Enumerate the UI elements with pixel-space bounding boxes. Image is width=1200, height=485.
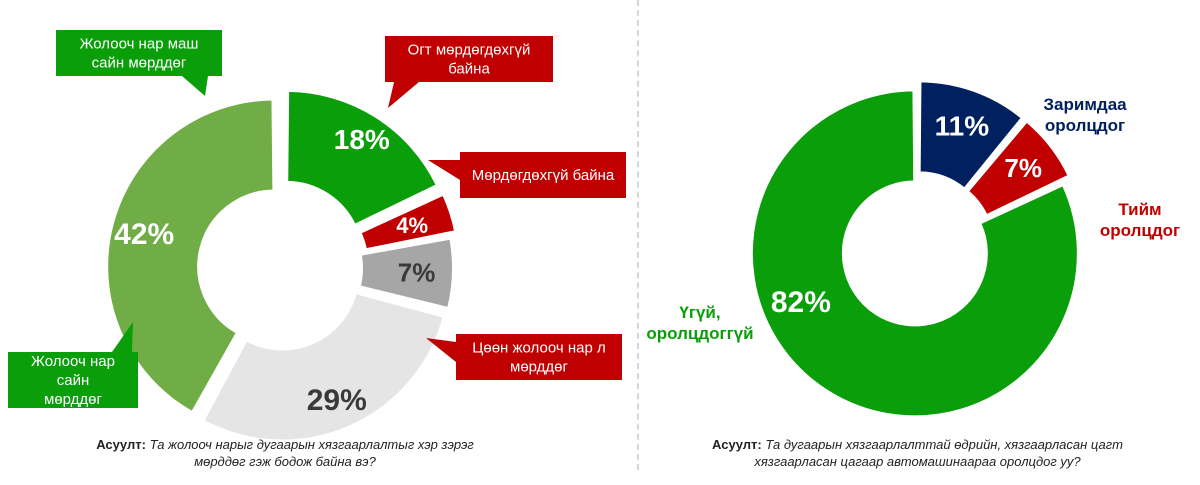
left-category-label-1: Жолооч нар маш сайн мөрддөг xyxy=(80,36,199,72)
right-category-label-3: Үгүй, оролцдоггүй xyxy=(646,303,753,343)
left-callout-pointer-4 xyxy=(426,338,456,362)
right-slice-3: 82% xyxy=(750,89,1079,418)
right-question: Асуулт: Та дугаарын хязгаарлалттай өдрий… xyxy=(712,437,1123,469)
right-value-label-2: 7% xyxy=(1004,153,1042,183)
left-callout-box-3 xyxy=(460,152,626,198)
right-category-label-1: Заримдаа оролцдог xyxy=(1043,95,1127,135)
right-category-label-2: Тийм оролцдог xyxy=(1100,200,1180,240)
left-category-label-3: Мөрдөгдөхгүй байна xyxy=(472,167,615,184)
right-question-text: Та дугаарын хязгаарлалттай өдрийн, хязга… xyxy=(754,437,1123,469)
left-question: Асуулт: Та жолооч нарыг дугаарын хязгаар… xyxy=(96,437,474,469)
left-callout-5: Жолооч нар сайн мөрддөг xyxy=(8,322,138,408)
right-question-label: Асуулт xyxy=(712,437,758,452)
right-slice-3-arc xyxy=(750,89,1079,418)
left-slice-1: 18% xyxy=(286,89,439,227)
left-slice-1-arc xyxy=(286,89,439,227)
left-value-label-2: 4% xyxy=(396,213,428,238)
left-callout-box-4 xyxy=(456,334,622,380)
right-slice-1-arc xyxy=(918,80,1024,190)
left-slice-4-arc xyxy=(202,291,445,442)
left-callout-pointer-1 xyxy=(182,76,208,96)
left-category-label-5: Жолооч нар сайн мөрддөг xyxy=(31,353,115,408)
left-callout-box-1 xyxy=(56,30,222,76)
left-callout-3: Мөрдөгдөхгүй байна xyxy=(428,152,626,198)
left-category-label-4: Цөөн жолооч нар л мөрддөг xyxy=(472,340,605,376)
right-value-label-1: 11% xyxy=(935,110,990,141)
left-slice-5: 42% xyxy=(106,98,275,414)
left-slice-3: 7% xyxy=(358,237,454,310)
panel-divider xyxy=(637,0,639,470)
left-category-label-2: Огт мөрдөгдөхгүй байна xyxy=(408,42,531,78)
left-slice-2: 4% xyxy=(359,193,457,251)
left-callout-pointer-2 xyxy=(388,78,419,108)
left-value-label-5: 42% xyxy=(114,218,174,251)
left-slice-4: 29% xyxy=(202,291,445,442)
left-callout-2: Огт мөрдөгдөхгүй байна xyxy=(385,36,553,108)
right-slice-2-arc xyxy=(966,120,1070,217)
left-callout-4: Цөөн жолооч нар л мөрддөг xyxy=(426,334,622,380)
left-callout-1: Жолооч нар маш сайн мөрддөг xyxy=(56,30,222,96)
left-question-text: Та жолооч нарыг дугаарын хязгаарлалтыг х… xyxy=(149,437,474,469)
left-value-label-3: 7% xyxy=(398,258,436,288)
left-slice-3-arc xyxy=(358,237,454,310)
right-slice-1: 11% xyxy=(918,80,1024,190)
left-callout-box-2 xyxy=(385,36,553,82)
left-question-label: Асуулт xyxy=(96,437,142,452)
right-value-label-3: 82% xyxy=(771,286,831,319)
left-callout-pointer-3 xyxy=(428,160,460,180)
right-slice-2: 7% xyxy=(966,120,1070,217)
left-callout-box-5 xyxy=(8,352,138,408)
left-value-label-4: 29% xyxy=(307,384,367,417)
left-slice-5-arc xyxy=(106,98,275,414)
left-value-label-1: 18% xyxy=(334,124,390,155)
left-slice-2-arc xyxy=(359,193,457,251)
left-callout-pointer-5 xyxy=(112,322,133,352)
